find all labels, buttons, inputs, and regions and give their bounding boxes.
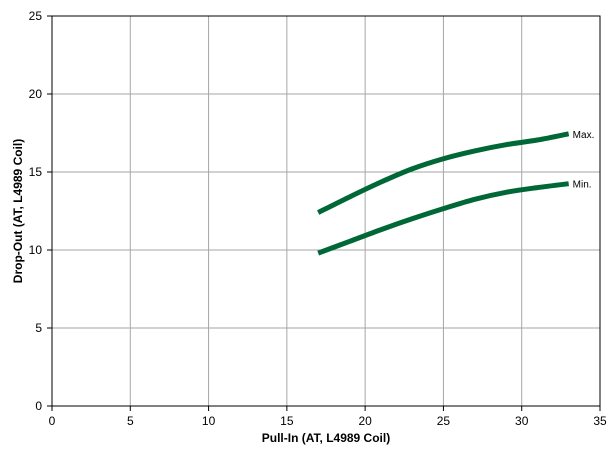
series-line-min xyxy=(317,181,569,256)
axis-ticks: 0 5 10 15 20 25 30 35 0 5 10 15 20 25 xyxy=(29,9,607,428)
x-tick-label: 0 xyxy=(49,414,56,428)
series-label-max: Max. xyxy=(573,130,595,141)
plot-frame xyxy=(51,15,601,407)
y-tick-label: 10 xyxy=(29,243,43,257)
y-axis-title: Drop-Out (AT, L4989 Coil) xyxy=(11,139,25,283)
x-tick-label: 35 xyxy=(593,414,607,428)
series-line-max xyxy=(317,131,570,215)
y-tick-label: 20 xyxy=(29,87,43,101)
x-tick-label: 20 xyxy=(358,414,372,428)
x-tick-label: 15 xyxy=(280,414,294,428)
x-tick-label: 10 xyxy=(202,414,216,428)
series-label-min: Min. xyxy=(573,180,592,191)
series-group: Max. Min. xyxy=(317,130,595,256)
x-tick-label: 25 xyxy=(437,414,451,428)
y-tick-label: 15 xyxy=(29,165,43,179)
y-tick-label: 25 xyxy=(29,9,43,23)
x-axis-title: Pull-In (AT, L4989 Coil) xyxy=(262,431,390,445)
x-tick-label: 5 xyxy=(127,414,134,428)
x-tick-label: 30 xyxy=(515,414,529,428)
y-tick-label: 5 xyxy=(35,321,42,335)
y-tick-label: 0 xyxy=(35,399,42,413)
